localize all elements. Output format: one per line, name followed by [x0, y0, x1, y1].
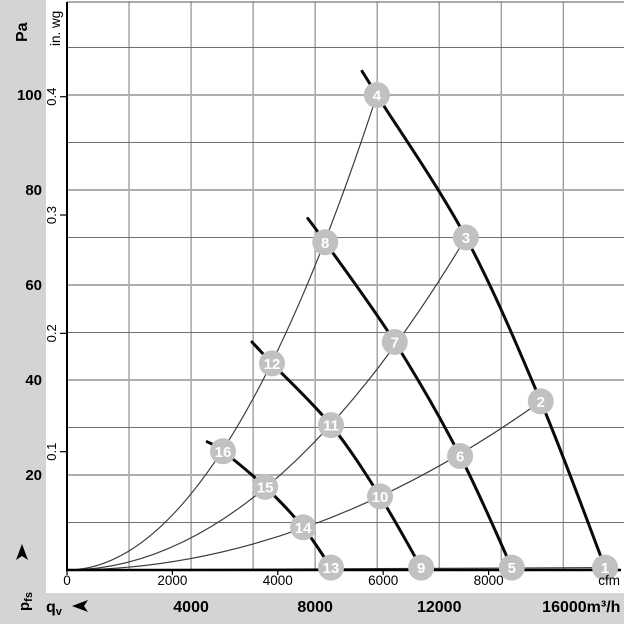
operating-point-7: 7 — [381, 329, 408, 355]
tick-layer — [60, 96, 490, 575]
m3h-tick-label: 12000 — [417, 599, 462, 616]
operating-point-15: 15 — [252, 473, 279, 500]
operating-point-5: 5 — [498, 554, 525, 581]
operating-point-circle — [312, 229, 339, 256]
operating-point-6: 6 — [447, 443, 474, 469]
operating-point-4: 4 — [363, 82, 390, 108]
operating-point-circle — [527, 388, 554, 415]
cfm-unit-label: cfm — [598, 573, 620, 588]
operating-point-circle — [447, 443, 474, 469]
operating-point-8: 8 — [312, 229, 339, 256]
m3h-tick-label-with-unit: 16000m³/h — [542, 599, 620, 616]
operating-point-circle — [290, 514, 317, 541]
operating-point-number: 11 — [323, 418, 339, 435]
operating-point-circle — [363, 82, 390, 108]
operating-point-circle — [408, 554, 435, 581]
operating-point-16: 16 — [209, 438, 236, 465]
pa-tick-label: 20 — [25, 467, 42, 484]
m3h-tick-label: 4000 — [173, 599, 209, 616]
operating-point-circle — [259, 350, 286, 377]
pa-axis-unit-label: Pa — [14, 22, 31, 42]
operating-point-number: 1 — [601, 560, 609, 577]
operating-point-number: 10 — [372, 489, 389, 506]
operating-point-circle — [381, 329, 408, 355]
operating-point-circle — [209, 438, 236, 465]
operating-point-12: 12 — [259, 350, 286, 377]
operating-point-circle — [252, 473, 279, 500]
operating-point-number: 3 — [462, 230, 470, 247]
operating-point-circle — [452, 224, 479, 251]
cfm-tick-label: 0 — [63, 573, 71, 588]
m3h-tick-label: 8000 — [297, 599, 333, 616]
operating-point-circle — [592, 554, 619, 581]
operating-point-circle — [318, 554, 345, 581]
operating-point-number: 7 — [391, 335, 399, 352]
operating-point-number: 13 — [323, 560, 340, 577]
operating-point-number: 12 — [264, 356, 281, 373]
operating-point-2: 2 — [527, 388, 554, 415]
chart-paper — [46, 0, 624, 593]
operating-point-14: 14 — [290, 514, 317, 541]
cfm-tick-label: 8000 — [474, 573, 504, 588]
tick-label-layer: 0.1 0.2 0.3 0.4 20 40 60 80 100 0 2000 4000 6000 8000… — [17, 87, 620, 616]
qv-right-arrow-icon — [72, 600, 88, 612]
operating-point-number: 8 — [321, 235, 329, 252]
pa-tick-label: 80 — [25, 182, 42, 199]
operating-point-circle — [498, 554, 525, 581]
operating-point-number: 16 — [215, 444, 232, 461]
inwg-axis-unit-label: in. wg — [48, 11, 63, 46]
cfm-tick-label: 4000 — [263, 573, 293, 588]
inwg-tick-label: 0.1 — [44, 443, 59, 461]
operating-point-number: 5 — [508, 560, 516, 577]
operating-point-13: 13 — [318, 554, 345, 581]
operating-point-number: 4 — [373, 88, 382, 105]
operating-point-9: 9 — [408, 554, 435, 581]
operating-point-3: 3 — [452, 224, 479, 251]
pa-tick-label: 100 — [17, 87, 42, 104]
cfm-tick-label: 2000 — [157, 573, 187, 588]
cfm-tick-label: 6000 — [368, 573, 398, 588]
operating-point-number: 9 — [417, 560, 425, 577]
operating-point-number: 2 — [537, 394, 545, 411]
pa-tick-label: 40 — [25, 372, 42, 389]
operating-point-number: 6 — [456, 449, 464, 466]
grid-layer — [67, 2, 624, 570]
operating-point-1: 1 — [592, 554, 619, 581]
inwg-tick-label: 0.2 — [44, 324, 59, 342]
operating-point-11: 11 — [318, 412, 345, 439]
operating-point-number: 14 — [295, 520, 312, 537]
operating-point-number: 15 — [257, 479, 274, 496]
inwg-tick-label: 0.3 — [44, 206, 59, 224]
inwg-tick-label: 0.4 — [44, 88, 59, 106]
pfs-up-arrow-icon — [16, 544, 28, 560]
operating-point-circle — [367, 483, 394, 510]
operating-point-10: 10 — [367, 483, 394, 510]
pa-tick-label: 60 — [25, 277, 42, 294]
operating-point-circle — [318, 412, 345, 439]
